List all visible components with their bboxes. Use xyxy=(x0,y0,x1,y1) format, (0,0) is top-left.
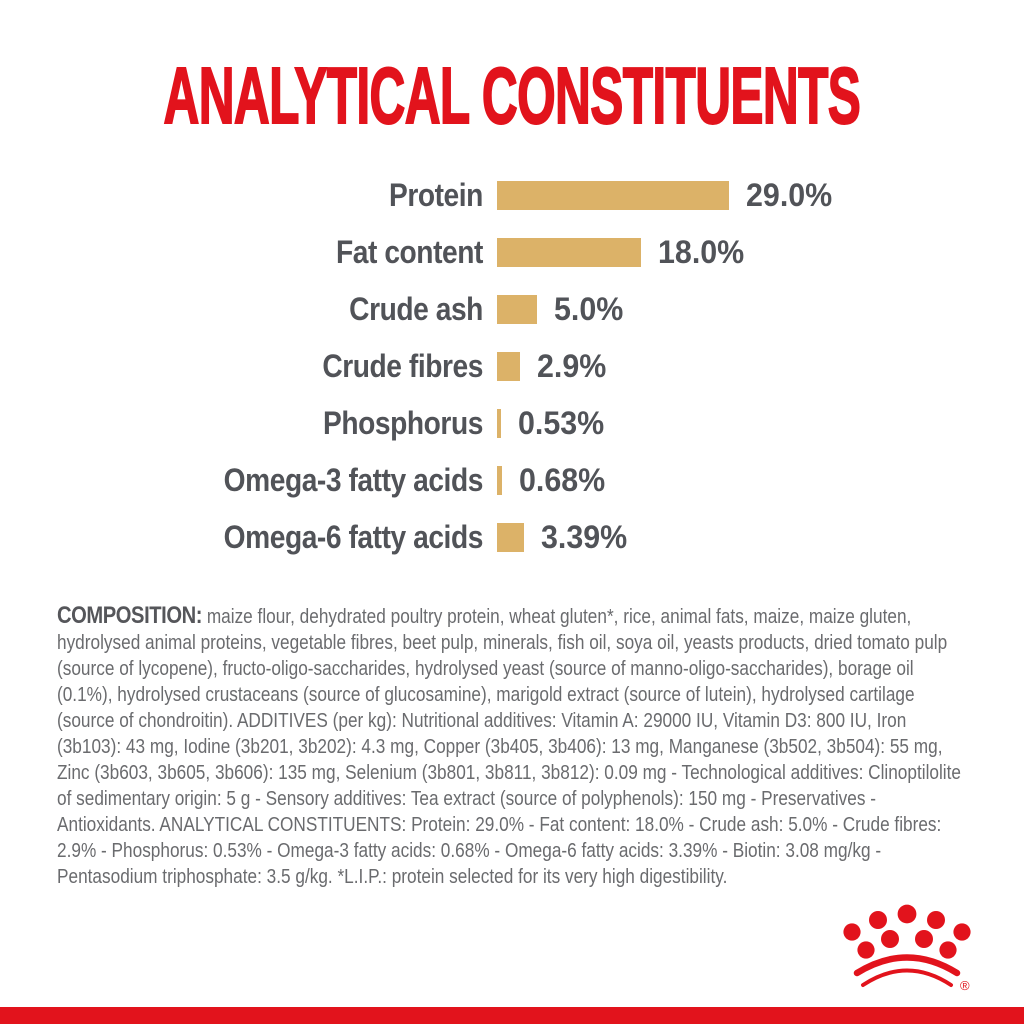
chart-category-label: Omega-3 fatty acids xyxy=(223,462,484,498)
chart-row: Omega-6 fatty acids 3.39% xyxy=(0,509,1024,566)
analytical-constituents-chart: Protein 29.0% Fat content 18.0% Crude ash 5.0… xyxy=(0,167,1024,566)
chart-value-label: 0.53% xyxy=(518,405,605,441)
chart-category-label: Protein xyxy=(388,177,483,213)
chart-category-label: Omega-6 fatty acids xyxy=(223,519,484,555)
composition-heading: COMPOSITION: xyxy=(57,602,203,629)
chart-row: Omega-3 fatty acids 0.68% xyxy=(0,452,1024,509)
chart-value-label: 18.0% xyxy=(658,234,745,270)
chart-bar xyxy=(497,181,729,210)
page-title: ANALYTICAL CONSTITUENTS xyxy=(0,50,1024,142)
chart-value-label: 3.39% xyxy=(541,519,628,555)
chart-value-label: 0.68% xyxy=(519,462,606,498)
chart-value-label: 5.0% xyxy=(554,291,624,327)
composition-text: maize flour, dehydrated poultry protein,… xyxy=(57,605,961,888)
chart-row: Phosphorus 0.53% xyxy=(0,395,1024,452)
chart-bar xyxy=(497,523,525,552)
chart-category-label: Crude ash xyxy=(349,291,483,327)
chart-row: Fat content 18.0% xyxy=(0,224,1024,281)
chart-value-label: 2.9% xyxy=(537,348,607,384)
chart-bar xyxy=(497,466,503,495)
chart-bar xyxy=(497,295,537,324)
chart-bar xyxy=(497,409,502,438)
chart-value-label: 29.0% xyxy=(746,177,833,213)
crown-dots xyxy=(843,904,971,959)
chart-category-label: Crude fibres xyxy=(322,348,483,384)
registered-trademark-icon: ® xyxy=(960,978,970,993)
chart-row: Protein 29.0% xyxy=(0,167,1024,224)
chart-row: Crude ash 5.0% xyxy=(0,281,1024,338)
royal-canin-crown-logo: ® xyxy=(843,904,971,993)
page-title-text: ANALYTICAL CONSTITUENTS xyxy=(163,50,862,141)
composition-section: COMPOSITION: maize flour, dehydrated pou… xyxy=(57,603,969,890)
chart-row: Crude fibres 2.9% xyxy=(0,338,1024,395)
footer-red-bar xyxy=(0,1007,1024,1024)
chart-bar xyxy=(497,352,521,381)
chart-bar xyxy=(497,238,641,267)
chart-category-label: Fat content xyxy=(336,234,483,270)
crown-arcs xyxy=(853,954,961,987)
chart-category-label: Phosphorus xyxy=(323,405,483,441)
chart-rows: Protein 29.0% Fat content 18.0% Crude ash 5.0… xyxy=(0,167,1024,566)
composition-paragraph: COMPOSITION: maize flour, dehydrated pou… xyxy=(57,603,968,890)
